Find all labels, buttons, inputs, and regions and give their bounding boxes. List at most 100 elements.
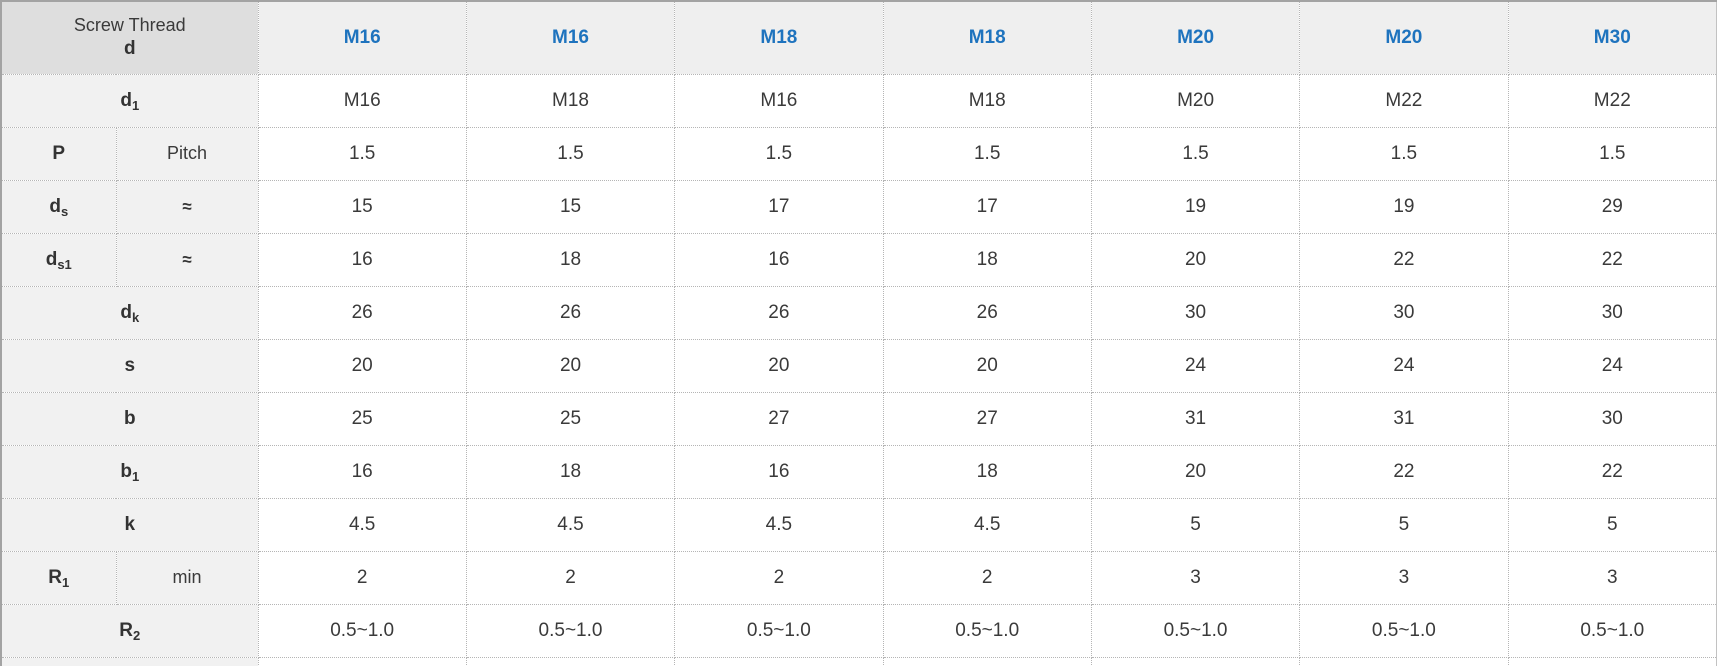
value-cell: 2 <box>465 550 676 605</box>
row-label: b <box>0 391 259 446</box>
cut-off-row <box>0 656 1717 666</box>
value-cell: 16 <box>674 444 884 499</box>
table-row: d1 M16 M18 M16 M18 M20 M22 M22 <box>0 73 1717 128</box>
row-label: ds <box>0 179 117 234</box>
value-cell: 0.5~1.0 <box>674 603 884 658</box>
value-cell: M20 <box>1090 73 1301 128</box>
row-label: P <box>0 126 117 181</box>
table-row: b 25 25 27 27 31 31 30 <box>0 391 1717 446</box>
value-cell: M22 <box>1299 73 1509 128</box>
row-qualifier: min <box>115 550 259 605</box>
value-cell: 19 <box>1299 179 1509 234</box>
cut-off-row-label <box>0 656 259 666</box>
value-cell: 1.5 <box>465 126 676 181</box>
value-cell: 4.5 <box>674 497 884 552</box>
table-row: dk 26 26 26 26 30 30 30 <box>0 285 1717 340</box>
value-cell: 18 <box>882 232 1092 287</box>
value-cell: 30 <box>1090 285 1301 340</box>
column-header-cell: M16 <box>465 0 676 75</box>
value-cell: 20 <box>1090 444 1301 499</box>
value-cell: M22 <box>1507 73 1717 128</box>
value-cell: 17 <box>882 179 1092 234</box>
column-header-cell: M20 <box>1090 0 1301 75</box>
value-cell: 5 <box>1299 497 1509 552</box>
column-header-cell: M18 <box>674 0 884 75</box>
row-label: ds1 <box>0 232 117 287</box>
column-header-cell: M30 <box>1507 0 1717 75</box>
value-cell: 15 <box>257 179 467 234</box>
table-row: R2 0.5~1.0 0.5~1.0 0.5~1.0 0.5~1.0 0.5~1.0 0.… <box>0 603 1717 658</box>
value-cell: 1.5 <box>882 126 1092 181</box>
row-qualifier: Pitch <box>115 126 259 181</box>
row-label: s <box>0 338 259 393</box>
corner-header-line1: Screw Thread <box>73 14 186 35</box>
row-qualifier: ≈ <box>115 179 259 234</box>
value-cell: 2 <box>674 550 884 605</box>
column-header-cell: M20 <box>1299 0 1509 75</box>
value-cell: 0.5~1.0 <box>1090 603 1301 658</box>
value-cell: 15 <box>465 179 676 234</box>
row-label: k <box>0 497 259 552</box>
value-cell: 5 <box>1090 497 1301 552</box>
value-cell: 0.5~1.0 <box>257 603 467 658</box>
row-qualifier: ≈ <box>115 232 259 287</box>
value-cell: 4.5 <box>882 497 1092 552</box>
value-cell: 19 <box>1090 179 1301 234</box>
value-cell: 20 <box>465 338 676 393</box>
value-cell: 16 <box>257 232 467 287</box>
value-cell: 30 <box>1507 285 1717 340</box>
value-cell: 16 <box>674 232 884 287</box>
value-cell: M18 <box>882 73 1092 128</box>
value-cell: 20 <box>1090 232 1301 287</box>
value-cell: 26 <box>674 285 884 340</box>
table-row: ds1 ≈ 16 18 16 18 20 22 22 <box>0 232 1717 287</box>
value-cell: 22 <box>1299 232 1509 287</box>
value-cell: 17 <box>674 179 884 234</box>
value-cell: 1.5 <box>1090 126 1301 181</box>
table-row: k 4.5 4.5 4.5 4.5 5 5 5 <box>0 497 1717 552</box>
value-cell: 16 <box>257 444 467 499</box>
table-body: d1 M16 M18 M16 M18 M20 M22 M22 P Pitch 1.5 1.5 1… <box>0 73 1717 666</box>
value-cell: 18 <box>465 232 676 287</box>
value-cell: 4.5 <box>465 497 676 552</box>
table-row: s 20 20 20 20 24 24 24 <box>0 338 1717 393</box>
value-cell: 20 <box>257 338 467 393</box>
value-cell: 0.5~1.0 <box>1507 603 1717 658</box>
value-cell: 26 <box>465 285 676 340</box>
value-cell: 26 <box>257 285 467 340</box>
column-header-cell: M16 <box>257 0 467 75</box>
value-cell: 25 <box>257 391 467 446</box>
table-row: b1 16 18 16 18 20 22 22 <box>0 444 1717 499</box>
value-cell: M16 <box>257 73 467 128</box>
value-cell: 1.5 <box>257 126 467 181</box>
value-cell: 27 <box>882 391 1092 446</box>
row-label: R1 <box>0 550 117 605</box>
table-header: Screw Thread d M16 M16 M18 M18 M20 M20 M30 <box>0 0 1717 75</box>
row-label: R2 <box>0 603 259 658</box>
value-cell: M18 <box>465 73 676 128</box>
value-cell: 22 <box>1299 444 1509 499</box>
value-cell: 29 <box>1507 179 1717 234</box>
value-cell: 27 <box>674 391 884 446</box>
value-cell: M16 <box>674 73 884 128</box>
value-cell: 30 <box>1507 391 1717 446</box>
value-cell: 20 <box>882 338 1092 393</box>
value-cell: 1.5 <box>1299 126 1509 181</box>
value-cell: 2 <box>882 550 1092 605</box>
value-cell: 30 <box>1299 285 1509 340</box>
table-row: ds ≈ 15 15 17 17 19 19 29 <box>0 179 1717 234</box>
value-cell: 0.5~1.0 <box>882 603 1092 658</box>
row-label: d1 <box>0 73 259 128</box>
value-cell: 0.5~1.0 <box>465 603 676 658</box>
value-cell: 22 <box>1507 232 1717 287</box>
row-label: b1 <box>0 444 259 499</box>
corner-header-cell: Screw Thread d <box>0 0 259 75</box>
value-cell: 20 <box>674 338 884 393</box>
value-cell: 4.5 <box>257 497 467 552</box>
value-cell: 3 <box>1299 550 1509 605</box>
value-cell: 1.5 <box>1507 126 1717 181</box>
value-cell: 0.5~1.0 <box>1299 603 1509 658</box>
